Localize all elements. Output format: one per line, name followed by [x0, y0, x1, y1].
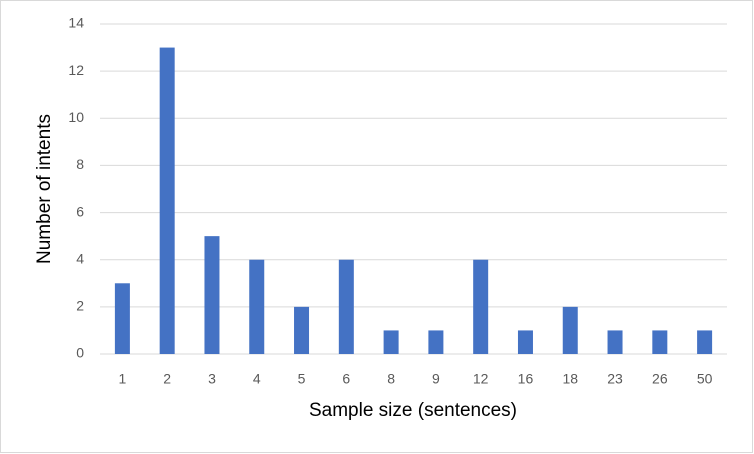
- y-tick-label: 12: [68, 62, 84, 78]
- x-tick-label: 50: [697, 371, 713, 387]
- y-tick-label: 6: [76, 203, 84, 219]
- bar: [114, 283, 130, 354]
- x-tick-label: 12: [473, 371, 489, 387]
- x-tick-label: 5: [298, 371, 306, 387]
- y-tick-label: 0: [76, 345, 84, 361]
- bar: [473, 259, 489, 354]
- bar: [428, 330, 444, 354]
- bar: [338, 259, 354, 354]
- x-axis-title: Sample size (sentences): [309, 400, 517, 421]
- x-tick-label: 9: [432, 371, 440, 387]
- y-tick-label: 14: [68, 15, 84, 31]
- bar: [652, 330, 668, 354]
- bar: [607, 330, 623, 354]
- y-tick-label: 10: [68, 109, 84, 125]
- y-tick-label: 8: [76, 156, 84, 172]
- bar: [249, 259, 265, 354]
- bar: [159, 47, 175, 354]
- x-tick-label: 4: [253, 371, 261, 387]
- bar: [294, 306, 310, 354]
- bar: [697, 330, 713, 354]
- x-tick-label: 2: [163, 371, 171, 387]
- y-axis-title: Number of intents: [34, 114, 55, 264]
- x-tick-label: 3: [208, 371, 216, 387]
- y-tick-label: 4: [76, 250, 84, 266]
- x-tick-label: 26: [652, 371, 668, 387]
- x-tick-label: 1: [118, 371, 126, 387]
- x-tick-label: 6: [342, 371, 350, 387]
- bar: [204, 236, 220, 354]
- bar: [517, 330, 533, 354]
- bar: [383, 330, 399, 354]
- y-tick-label: 2: [76, 298, 84, 314]
- bar: [562, 306, 578, 354]
- x-tick-label: 18: [562, 371, 578, 387]
- x-tick-label: 23: [607, 371, 623, 387]
- x-tick-label: 16: [518, 371, 534, 387]
- x-tick-label: 8: [387, 371, 395, 387]
